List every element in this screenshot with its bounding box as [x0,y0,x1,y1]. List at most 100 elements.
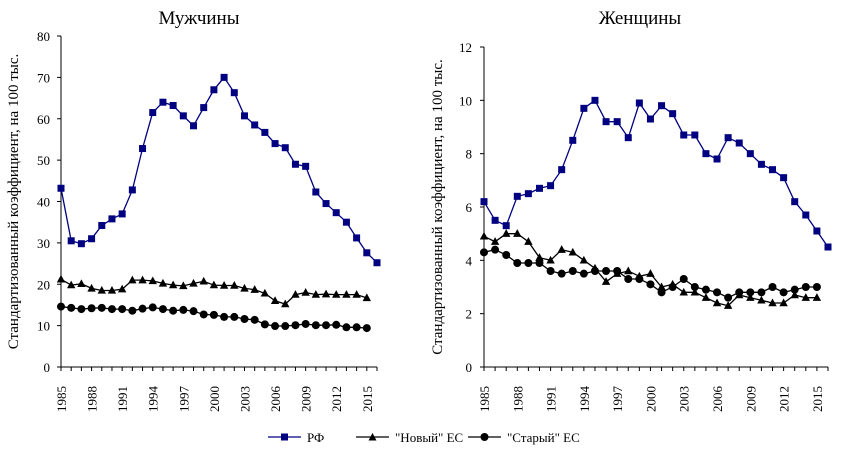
data-point-square [502,222,510,230]
data-point-circle [657,288,666,297]
x-tick-label: 2006 [268,386,283,413]
data-point-circle [513,259,522,267]
y-tick-label: 0 [44,360,51,375]
data-point-circle [260,320,269,329]
data-point-triangle [535,253,544,261]
data-point-triangle [679,287,688,296]
data-point-square [658,102,666,110]
data-point-square [513,192,521,200]
data-point-square [220,73,228,81]
series-square [480,96,832,251]
data-point-circle [590,267,599,275]
data-point-triangle [158,278,168,287]
data-point-circle [679,275,688,283]
data-point-circle [713,288,722,297]
data-point-square [363,249,371,257]
data-point-circle [746,288,755,297]
data-point-square [57,184,65,192]
legend-item-rf: РФ [268,430,324,445]
data-point-square [791,198,799,206]
y-tick-label: 10 [459,93,472,108]
data-point-square [353,234,361,242]
data-point-circle [97,303,106,312]
data-point-square [77,240,85,248]
data-point-circle [690,283,699,291]
data-point-triangle [311,290,321,298]
data-point-triangle [87,283,96,292]
x-tick-label: 2012 [329,386,344,412]
data-point-triangle [97,285,106,294]
data-point-square [824,243,832,251]
data-point-triangle [138,275,147,284]
y-axis-label: Стандартизованный коэффициент, на 100 ты… [6,54,22,350]
data-point-triangle [568,247,577,256]
data-point-circle [128,306,137,315]
series-circle [57,302,371,333]
data-point-circle [352,323,361,332]
data-point-triangle [117,284,127,293]
data-point-circle [250,315,259,324]
data-point-circle [502,251,511,259]
data-point-triangle [501,229,511,237]
legend-label: "Новый" ЕС [395,430,463,445]
data-point-triangle [56,274,66,283]
data-point-triangle [790,290,799,299]
data-point-circle [613,267,622,275]
data-point-square [535,184,543,192]
x-tick-label: 2012 [777,386,792,412]
data-point-square [149,109,157,117]
data-point-triangle [219,280,229,289]
data-point-circle [635,275,644,283]
data-point-triangle [490,237,500,245]
x-tick-label: 1988 [85,386,100,412]
data-point-square [322,200,330,208]
data-point-square [735,139,743,147]
data-point-square [724,134,732,142]
y-tick-label: 20 [37,277,50,292]
data-point-circle [342,323,351,332]
data-point-square [813,227,821,235]
data-point-triangle [812,293,822,301]
data-point-triangle [712,298,722,307]
data-point-circle [724,293,733,302]
y-tick-label: 50 [37,153,50,168]
data-point-square [746,150,754,158]
data-point-circle [199,310,208,319]
data-point-circle [757,288,766,297]
data-point-circle [701,285,710,294]
data-point-square [98,221,106,229]
data-point-circle [87,304,96,313]
x-tick-label: 1994 [146,386,161,413]
data-point-circle [480,248,488,257]
data-point-square [251,121,259,129]
y-tick-label: 60 [37,112,50,127]
data-point-square [757,160,765,168]
data-point-circle [812,283,821,291]
data-point-square [680,131,688,139]
data-point-circle [332,320,341,329]
y-tick-label: 0 [466,360,473,375]
data-point-square [261,128,269,136]
y-tick-label: 30 [37,236,50,251]
data-point-triangle [209,280,219,289]
data-point-square [769,166,777,174]
data-point-square [230,89,238,97]
x-tick-label: 2003 [237,386,252,412]
legend-label: РФ [307,430,324,445]
y-tick-label: 40 [37,195,50,210]
data-point-triangle [66,280,76,289]
data-point-square [332,209,340,217]
data-point-circle [311,321,320,330]
data-point-triangle [352,290,361,298]
data-point-square [108,215,116,223]
x-tick-label: 1997 [610,386,625,413]
data-point-circle [169,306,178,315]
x-tick-label: 1988 [510,386,525,412]
data-point-square [128,186,136,194]
x-tick-label: 2015 [810,386,825,412]
data-point-triangle [189,278,198,287]
data-point-circle [546,267,555,275]
data-point-circle [602,267,611,275]
data-point-triangle [746,293,755,301]
data-point-triangle [260,288,270,297]
